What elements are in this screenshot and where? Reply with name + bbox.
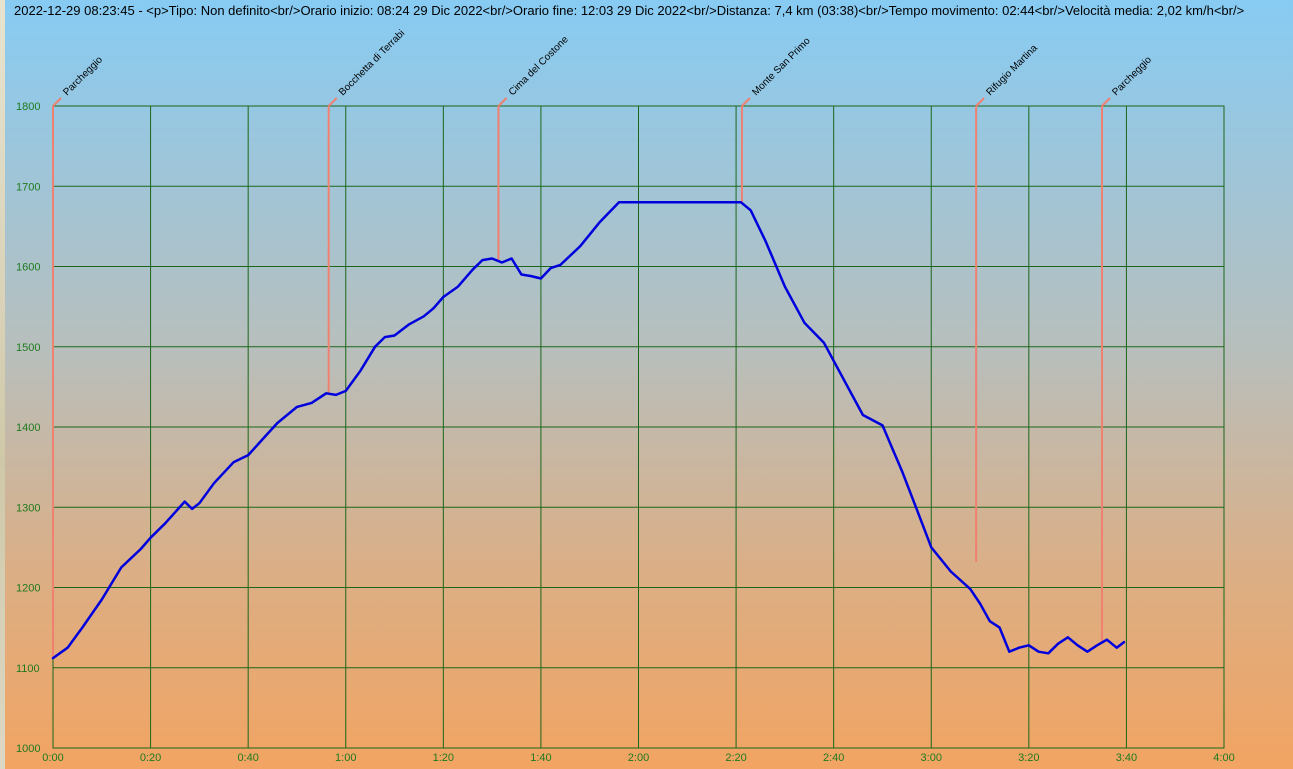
waypoint-label: Bocchetta di Terrabi [337,28,407,98]
x-tick-label: 1:00 [335,752,356,764]
y-tick-label: 1300 [16,502,40,514]
x-tick-label: 2:20 [725,752,746,764]
y-tick-label: 1200 [16,583,40,595]
y-tick-label: 1100 [16,663,40,675]
y-tick-label: 1700 [16,181,40,193]
x-tick-label: 4:00 [1213,752,1234,764]
elevation-line [51,201,1126,660]
y-axis-ticks: 1000 1100 1200 1300 1400 1500 1600 1700 1800 [16,101,40,755]
y-tick-label: 1800 [16,101,40,113]
y-tick-label: 1500 [16,342,40,354]
waypoint-label: Monte San Primo [750,35,813,98]
y-tick-label: 1400 [16,422,40,434]
waypoint-leader-line [52,97,62,107]
elevation-series [51,201,1126,660]
waypoint-leader-line [1101,97,1111,107]
waypoint-label: Rifugio Martina [984,42,1040,98]
waypoint-label: Parcheggio [61,54,105,98]
x-tick-label: 3:40 [1116,752,1137,764]
x-tick-label: 2:40 [823,752,844,764]
waypoint-label: Cima del Costone [507,34,571,98]
waypoints: Parcheggio Bocchetta di Terrabi Cima del C… [52,28,1154,659]
waypoint-leader-line [975,97,985,107]
y-tick-label: 1600 [16,262,40,274]
waypoint-label: Parcheggio [1110,54,1154,98]
x-tick-label: 1:20 [433,752,454,764]
waypoint-leader-line [741,97,751,107]
x-tick-label: 1:40 [530,752,551,764]
x-tick-label: 2:00 [628,752,649,764]
track-info-header: 2022-12-29 08:23:45 - <p>Tipo: Non defin… [14,3,1245,18]
x-axis-ticks: 0:00 0:20 0:40 1:00 1:20 1:40 2:00 2:20 2:40 3:00… [42,752,1234,764]
x-tick-label: 0:20 [140,752,161,764]
x-tick-label: 0:00 [42,752,63,764]
y-tick-label: 1000 [16,743,40,755]
waypoint-leader-line [497,97,508,107]
waypoint-leader-line [327,97,338,107]
x-tick-label: 0:40 [237,752,258,764]
background-strip [0,0,5,769]
x-tick-label: 3:20 [1018,752,1039,764]
x-tick-label: 3:00 [921,752,942,764]
